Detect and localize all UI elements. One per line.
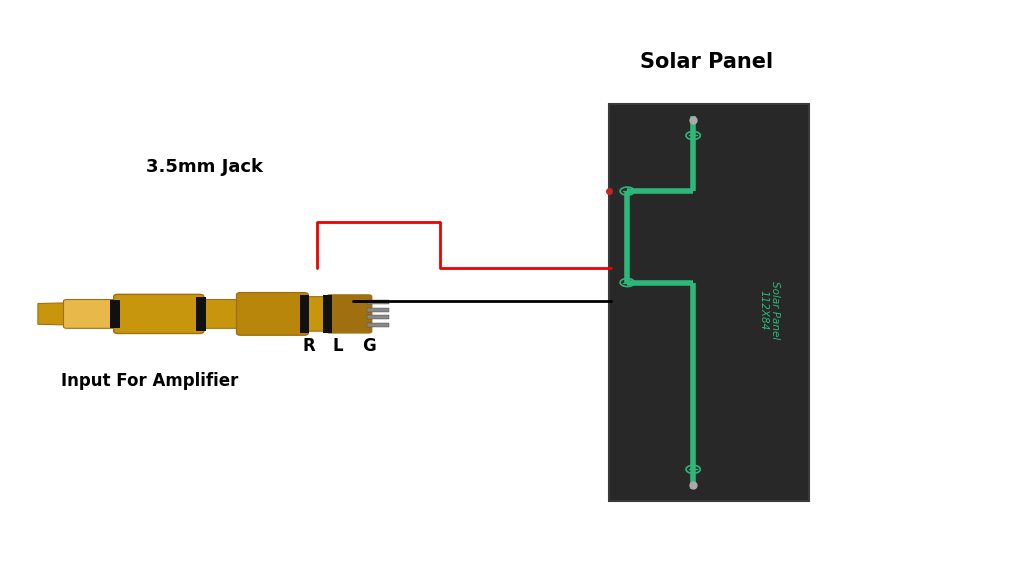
FancyBboxPatch shape xyxy=(114,294,204,334)
Bar xyxy=(367,323,389,327)
Bar xyxy=(300,295,309,333)
Text: L: L xyxy=(333,337,343,355)
Bar xyxy=(367,308,389,312)
Bar xyxy=(367,300,389,304)
FancyBboxPatch shape xyxy=(201,300,248,328)
Bar xyxy=(609,104,809,501)
Bar xyxy=(323,295,332,333)
Bar xyxy=(367,315,389,319)
FancyBboxPatch shape xyxy=(327,295,372,333)
Polygon shape xyxy=(38,302,92,325)
Bar xyxy=(110,300,120,328)
Text: G: G xyxy=(361,337,376,355)
Text: R: R xyxy=(303,337,315,355)
FancyBboxPatch shape xyxy=(63,300,116,328)
Text: 3.5mm Jack: 3.5mm Jack xyxy=(146,158,263,176)
Bar xyxy=(196,297,206,331)
FancyBboxPatch shape xyxy=(237,293,308,335)
Text: Input For Amplifier: Input For Amplifier xyxy=(61,372,239,389)
Text: Solar Panel: Solar Panel xyxy=(640,52,773,72)
FancyBboxPatch shape xyxy=(305,297,328,331)
Text: Solar Panel
112X84: Solar Panel 112X84 xyxy=(758,281,780,339)
